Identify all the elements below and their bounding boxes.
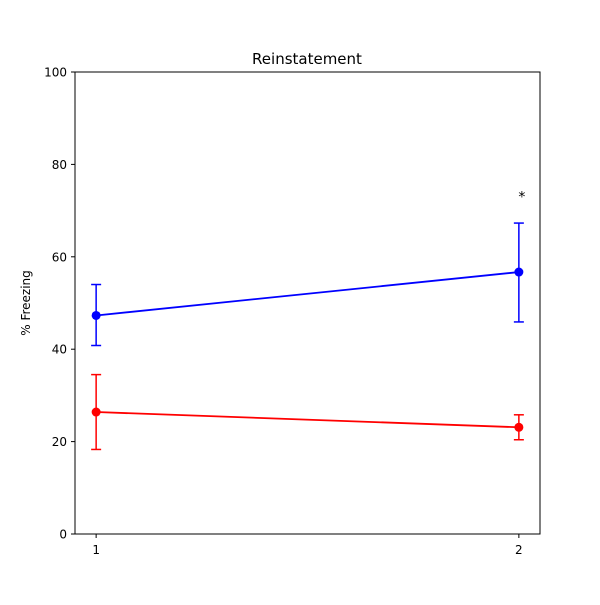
series-line [96,271,519,317]
series-line [96,411,519,429]
annotation-layer: * [518,189,525,205]
y-axis: 0 20 40 60 80 100 [44,66,75,542]
y-axis-label: % Freezing [19,270,33,336]
y-tick-label: 80 [52,158,67,172]
y-tick-label: 0 [59,528,67,542]
y-tick-label: 60 [52,250,67,264]
data-point [514,422,524,432]
series-1 [91,222,524,347]
x-tick-label: 1 [92,543,100,557]
plot-frame [74,71,541,535]
y-tick-label: 20 [52,435,67,449]
series-2 [91,373,524,451]
y-tick-label: 100 [44,66,67,80]
data-point [91,310,101,320]
significance-marker: * [518,189,525,205]
x-tick-label: 2 [515,543,523,557]
series-layer [91,222,524,451]
y-tick-label: 40 [52,343,67,357]
chart-title: Reinstatement [252,50,362,68]
data-point [514,267,524,277]
data-point [91,407,101,417]
